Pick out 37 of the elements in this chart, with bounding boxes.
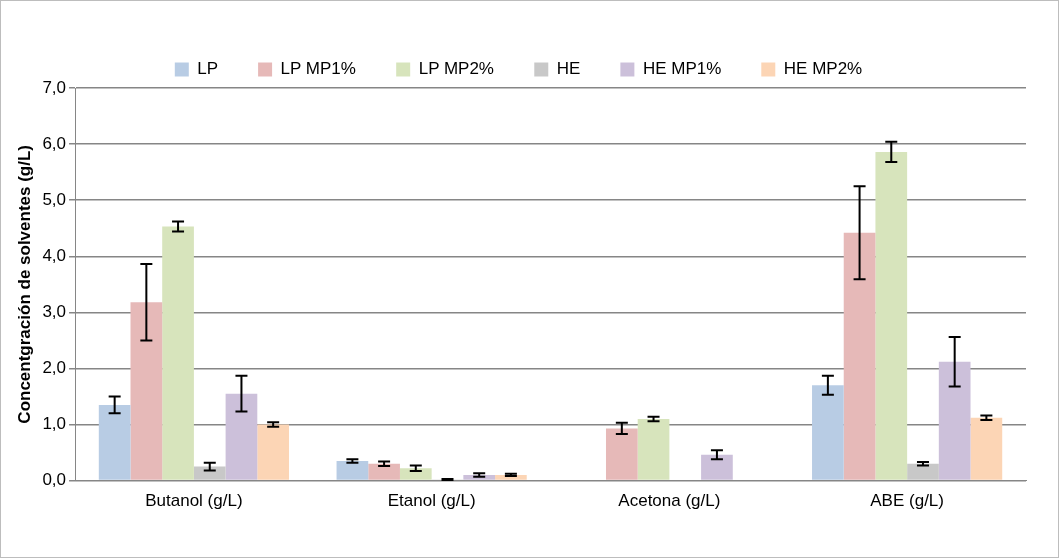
bar bbox=[368, 463, 400, 480]
bar bbox=[225, 393, 258, 480]
legend-label: LP bbox=[197, 59, 219, 79]
bar bbox=[970, 417, 1003, 480]
bar bbox=[257, 424, 289, 480]
x-tick-label: Butanol (g/L) bbox=[145, 491, 243, 511]
x-tick-label: Etanol (g/L) bbox=[387, 491, 476, 511]
bar bbox=[637, 418, 670, 480]
legend-label: HE MP1% bbox=[642, 59, 722, 79]
bar bbox=[193, 466, 226, 480]
bar bbox=[907, 463, 939, 480]
y-tick-label: 6,0 bbox=[42, 133, 67, 153]
legend-label: HE MP2% bbox=[783, 59, 863, 79]
legend-label: LP MP1% bbox=[280, 59, 356, 79]
bar bbox=[336, 460, 369, 480]
y-tick-label: 4,0 bbox=[42, 245, 67, 265]
legend-label: HE bbox=[556, 59, 581, 79]
y-tick-label: 3,0 bbox=[42, 302, 67, 322]
bar bbox=[162, 226, 194, 480]
y-tick-label: 5,0 bbox=[42, 189, 67, 209]
bar bbox=[605, 428, 638, 480]
bar bbox=[98, 404, 131, 480]
legend-label: LP MP2% bbox=[418, 59, 494, 79]
bar bbox=[875, 151, 908, 480]
x-tick-label: ABE (g/L) bbox=[870, 491, 944, 511]
bar bbox=[399, 468, 432, 480]
x-tick-label: Acetona (g/L) bbox=[618, 491, 721, 511]
bar bbox=[938, 361, 971, 480]
y-tick-label: 0,0 bbox=[42, 470, 67, 490]
bar bbox=[130, 302, 163, 480]
y-tick-label: 2,0 bbox=[42, 358, 67, 378]
bar bbox=[812, 385, 844, 480]
bar bbox=[843, 232, 876, 480]
y-axis-title: Concentgración de solventes (g/L) bbox=[14, 144, 34, 424]
y-tick-label: 7,0 bbox=[42, 77, 67, 97]
bar bbox=[701, 454, 733, 480]
y-tick-label: 1,0 bbox=[42, 414, 67, 434]
